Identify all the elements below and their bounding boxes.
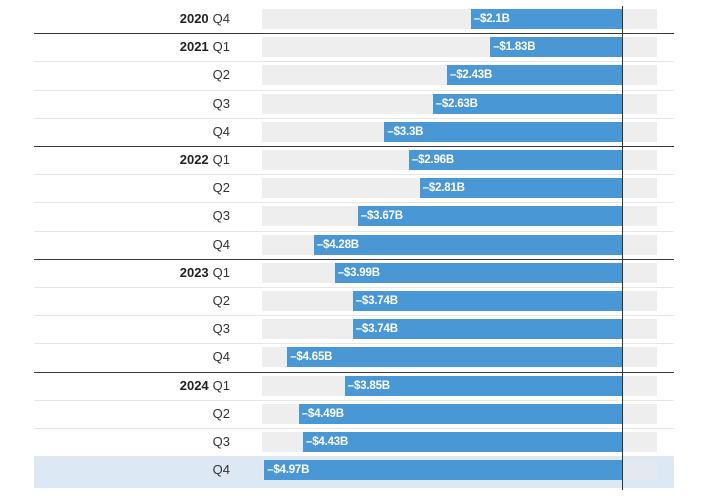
quarter-label: Q3 <box>212 95 230 111</box>
year-label: 2021 <box>179 39 209 55</box>
row-label: Q3 <box>34 202 230 230</box>
year-separator <box>34 371 674 373</box>
year-separator <box>34 146 674 147</box>
data-bar <box>287 347 622 368</box>
quarter-label: Q4 <box>212 349 230 365</box>
bar-value-label: –$3.67B <box>360 210 403 223</box>
quarter-label: Q4 <box>212 236 230 252</box>
data-bar <box>334 262 622 283</box>
row-label: 2022 Q1 <box>34 146 230 174</box>
bar-value-label: –$2.63B <box>435 97 478 110</box>
quarter-label: Q1 <box>212 39 230 55</box>
row-divider <box>34 89 674 91</box>
quarter-label: Q2 <box>212 405 230 421</box>
row-divider <box>34 174 674 176</box>
quarter-label: Q1 <box>212 264 230 280</box>
quarter-label: Q1 <box>212 377 230 393</box>
row-label: Q2 <box>34 174 230 202</box>
row-label: Q4 <box>34 231 230 259</box>
bar-value-label: –$3.3B <box>387 125 424 138</box>
row-label: Q4 <box>34 343 230 371</box>
data-bar <box>432 93 622 114</box>
quarter-label: Q2 <box>212 293 230 308</box>
data-bar <box>352 319 622 340</box>
row-divider <box>34 230 674 232</box>
data-bar <box>447 65 622 86</box>
row-label: Q2 <box>34 61 230 89</box>
row-label: Q4 <box>34 118 230 146</box>
row-divider <box>34 202 674 204</box>
row-divider <box>34 287 674 288</box>
year-separator <box>34 258 674 260</box>
bar-value-label: –$4.28B <box>316 238 359 251</box>
bar-value-label: –$2.43B <box>450 69 493 82</box>
row-divider <box>34 61 674 63</box>
row-label: Q2 <box>34 400 230 428</box>
quarter-label: Q4 <box>212 123 230 139</box>
quarter-label: Q2 <box>212 180 230 196</box>
zero-axis-line <box>622 6 623 490</box>
year-label: 2020 <box>179 11 209 26</box>
row-divider <box>34 399 674 401</box>
year-label: 2023 <box>179 264 209 280</box>
quarter-label: Q3 <box>212 208 230 224</box>
row-divider <box>34 456 674 458</box>
data-bar <box>298 403 622 424</box>
quarter-label: Q3 <box>212 434 230 449</box>
year-label: 2022 <box>179 152 209 167</box>
data-bar <box>264 460 622 481</box>
bar-value-label: –$2.81B <box>422 182 465 195</box>
data-bar <box>352 291 622 311</box>
bar-value-label: –$3.85B <box>347 379 390 392</box>
bar-value-label: –$4.49B <box>301 407 344 420</box>
data-bar <box>303 432 622 452</box>
row-label: Q4 <box>34 456 230 484</box>
bar-value-label: –$2.96B <box>411 154 454 166</box>
bar-value-label: –$2.1B <box>473 13 510 25</box>
data-bar <box>408 150 622 170</box>
data-bar <box>313 234 622 255</box>
bar-value-label: –$4.43B <box>306 436 349 448</box>
data-bar <box>470 9 622 29</box>
year-separator <box>34 33 674 35</box>
bar-value-label: –$3.99B <box>337 266 380 279</box>
quarter-label: Q3 <box>212 321 230 337</box>
bar-value-label: –$1.83B <box>493 41 536 54</box>
quarter-label: Q2 <box>212 67 230 83</box>
data-bar <box>357 206 622 227</box>
row-label: Q3 <box>34 428 230 456</box>
row-divider <box>34 117 674 119</box>
row-label: 2023 Q1 <box>34 259 230 287</box>
row-label: 2021 Q1 <box>34 33 230 61</box>
row-label: Q3 <box>34 90 230 118</box>
data-bar <box>419 178 622 199</box>
year-label: 2024 <box>179 377 209 393</box>
quarter-label: Q4 <box>212 11 230 26</box>
bar-value-label: –$4.97B <box>267 464 310 477</box>
row-label: 2020 Q4 <box>34 5 230 33</box>
row-divider <box>34 343 674 345</box>
bar-value-label: –$4.65B <box>290 351 333 364</box>
data-bar <box>490 37 622 58</box>
row-divider <box>34 315 674 317</box>
data-bar <box>384 121 622 142</box>
quarter-label: Q1 <box>212 152 230 167</box>
row-label: Q3 <box>34 315 230 343</box>
data-bar <box>344 375 622 396</box>
bar-value-label: –$3.74B <box>355 323 398 336</box>
row-label: Q2 <box>34 287 230 315</box>
bar-value-label: –$3.74B <box>355 295 398 307</box>
quarter-label: Q4 <box>212 462 230 478</box>
row-divider <box>34 428 674 429</box>
row-label: 2024 Q1 <box>34 372 230 400</box>
